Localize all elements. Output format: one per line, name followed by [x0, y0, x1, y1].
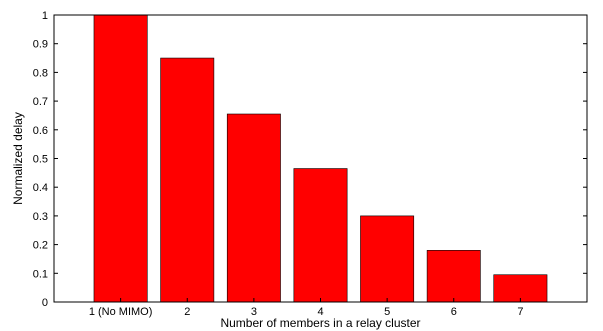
x-tick-label-2: 2 [184, 306, 190, 318]
bar-5 [360, 215, 415, 303]
x-tick-label-4: 4 [317, 306, 323, 318]
y-tick-label-9: 0.9 [33, 39, 48, 51]
axes-box [53, 14, 588, 303]
bar-7 [493, 274, 548, 303]
y-tick-label-2: 0.2 [33, 240, 48, 252]
plot-area: 1 (No MIMO) 2 3 4 5 6 7 0 0.1 0.2 0.3 0.4 0.5 0.6 0.7… [33, 10, 588, 318]
y-axis-label: Normalized delay [11, 112, 25, 205]
x-tick-label-7: 7 [517, 306, 523, 318]
bars [93, 14, 548, 303]
x-axis-label: Number of members in a relay cluster [220, 316, 420, 330]
x-tick-label-1: 1 (No MIMO) [89, 306, 153, 318]
y-tick-label-8: 0.8 [33, 67, 48, 79]
bar-6 [426, 250, 481, 303]
y-tick-label-5: 0.5 [33, 154, 48, 166]
y-tick-label-7: 0.7 [33, 96, 48, 108]
y-tick-label-10: 1 [42, 10, 48, 22]
bar-1 [93, 14, 148, 303]
y-tick-label-1: 0.1 [33, 268, 48, 280]
x-tick-label-5: 5 [384, 306, 390, 318]
x-tick-label-6: 6 [451, 306, 457, 318]
y-tick-label-4: 0.4 [33, 182, 48, 194]
bar-4 [293, 168, 348, 303]
bar-2 [160, 57, 215, 303]
y-tick-label-0: 0 [42, 297, 48, 309]
x-ticks: 1 (No MIMO) 2 3 4 5 6 7 [89, 298, 523, 318]
bar-3 [226, 113, 281, 303]
x-tick-label-3: 3 [251, 306, 257, 318]
y-tick-label-3: 0.3 [33, 211, 48, 223]
y-tick-label-6: 0.6 [33, 125, 48, 137]
